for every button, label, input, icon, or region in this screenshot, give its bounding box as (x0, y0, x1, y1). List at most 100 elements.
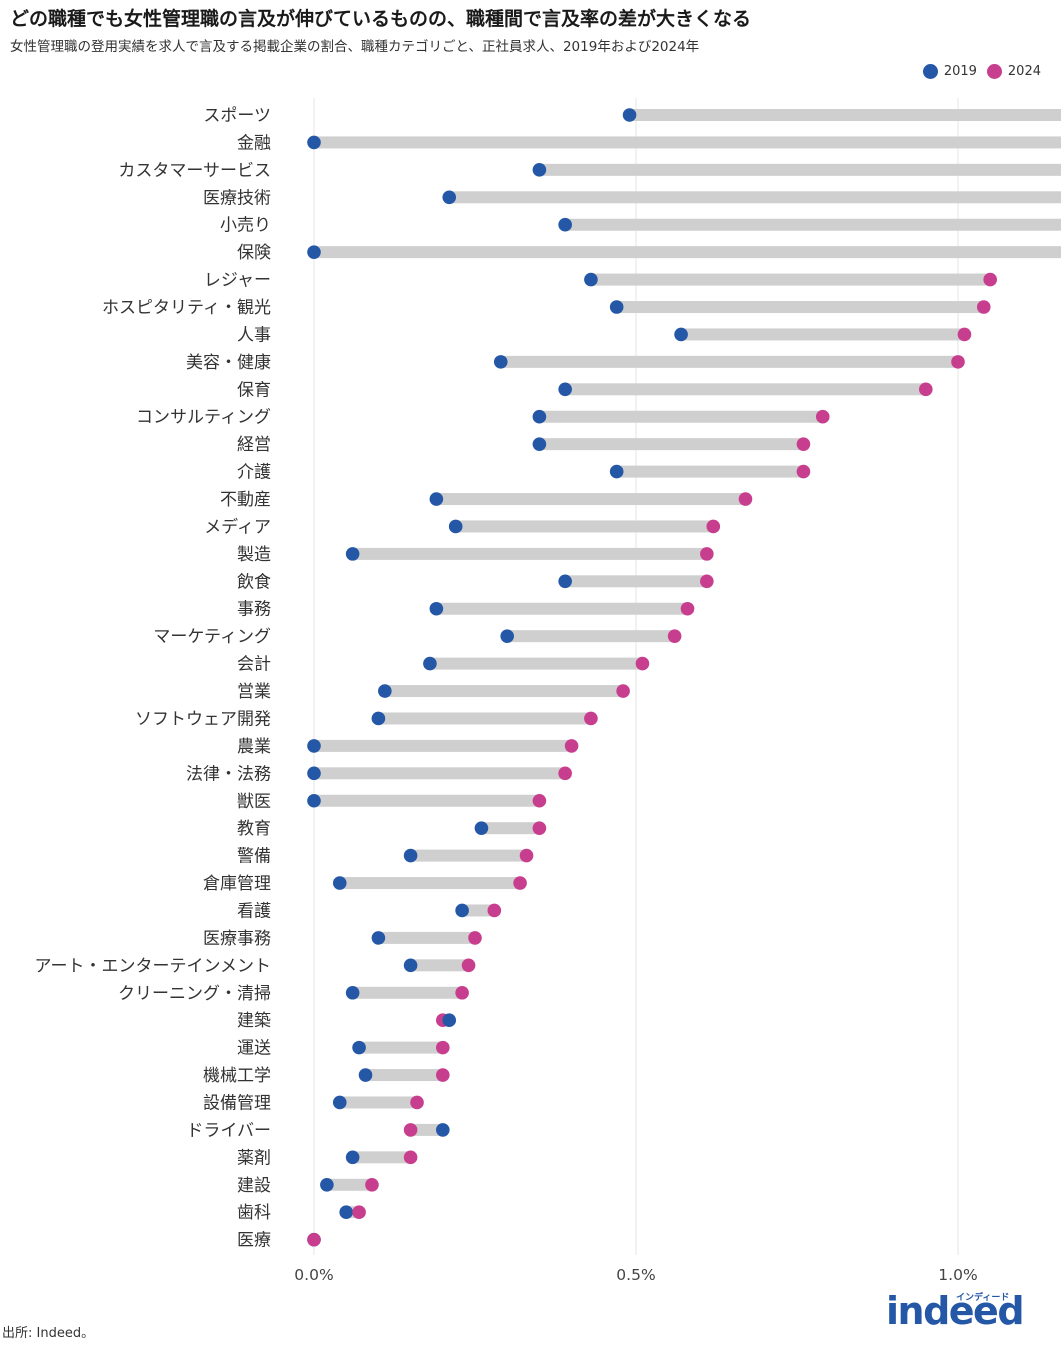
dumbbell-chart: 0.0%0.5%1.0%1.5%2.0%スポーツ金融カスタマーサービス医療技術小… (35, 98, 1061, 1284)
dot-2024 (706, 519, 721, 534)
category-label: 建築 (237, 1011, 271, 1031)
range-bar (410, 959, 469, 972)
row-18: 事務 (237, 600, 695, 620)
row-14: 不動産 (220, 490, 753, 510)
row-2: カスタマーサービス (118, 161, 1061, 181)
range-bar (339, 1096, 418, 1109)
dot-2019 (493, 355, 508, 369)
category-label: 倉庫管理 (203, 874, 271, 894)
range-bar (539, 163, 1061, 176)
dot-2019 (332, 1095, 347, 1110)
dot-2019 (674, 327, 688, 342)
category-label: 営業 (237, 682, 271, 702)
dot-2024 (700, 547, 714, 561)
legend-dot-2024 (986, 64, 1002, 79)
category-label: マーケティング (153, 627, 271, 647)
row-10: 保育 (237, 380, 933, 400)
dot-2019 (532, 437, 547, 451)
range-bar (500, 355, 958, 368)
category-label: 機械工学 (203, 1066, 271, 1086)
dot-2019 (345, 985, 360, 1000)
dot-2019 (307, 135, 321, 150)
row-16: 製造 (237, 545, 714, 565)
row-36: 設備管理 (203, 1093, 424, 1113)
dot-2024 (957, 327, 972, 342)
range-bar (616, 301, 984, 314)
dot-2024 (738, 492, 753, 506)
row-29: 看護 (237, 901, 502, 921)
row-13: 介護 (237, 463, 811, 483)
range-bar (429, 657, 643, 670)
dot-2019 (622, 108, 637, 122)
logo-wordmark: indeed (886, 1289, 1025, 1333)
dot-2024 (564, 739, 579, 753)
row-30: 医療事務 (203, 929, 482, 949)
category-label: 運送 (237, 1039, 271, 1059)
row-22: ソフトウェア開発 (135, 709, 598, 729)
category-label: メディア (204, 516, 271, 537)
row-38: 薬剤 (237, 1148, 418, 1168)
dot-2024 (532, 821, 547, 835)
range-bar (384, 685, 624, 698)
range-bar (565, 383, 926, 396)
range-bar (314, 794, 540, 807)
dot-2024 (584, 711, 598, 726)
dot-2019 (609, 464, 624, 479)
dot-2019 (345, 547, 360, 561)
dot-2024 (700, 574, 714, 589)
legend-label-2019: 2019 (943, 64, 977, 79)
dot-2019 (429, 601, 444, 616)
category-label: 不動産 (220, 490, 271, 510)
dot-2019 (429, 492, 444, 506)
legend: 2019 2024 (913, 64, 1041, 79)
category-label: 教育 (237, 819, 271, 839)
x-axis: 0.0%0.5%1.0%1.5%2.0% (294, 1266, 977, 1284)
dot-2019 (442, 190, 457, 205)
category-label: 金融 (237, 133, 271, 153)
row-23: 農業 (237, 737, 579, 757)
row-40: 歯科 (237, 1203, 366, 1223)
range-bar (339, 877, 521, 890)
range-bar (455, 520, 714, 533)
dot-2019 (307, 766, 321, 781)
dot-2019 (403, 848, 418, 863)
row-11: コンサルティング (136, 408, 830, 428)
dot-2024 (983, 272, 997, 287)
range-bar (378, 931, 475, 944)
dot-2024 (487, 903, 502, 918)
dot-2019 (371, 931, 386, 945)
dot-2019 (307, 739, 321, 753)
row-17: 飲食 (237, 572, 714, 592)
row-26: 教育 (237, 819, 547, 839)
category-label: ホスピタリティ・観光 (102, 298, 271, 318)
category-label: コンサルティング (136, 408, 271, 428)
dot-2019 (532, 163, 547, 177)
category-label: クリーニング・清掃 (118, 984, 271, 1004)
range-bar (326, 1178, 372, 1191)
dot-2019 (558, 574, 572, 589)
dot-2019 (339, 1205, 354, 1219)
range-bar (539, 410, 823, 423)
category-label: 農業 (237, 737, 271, 757)
dot-2019 (436, 1123, 450, 1137)
source-note: 出所: Indeed。 (2, 1326, 95, 1341)
category-label: 建設 (237, 1176, 271, 1196)
row-31: アート・エンターテインメント (35, 956, 476, 976)
dot-2019 (423, 656, 437, 671)
dot-2024 (365, 1177, 379, 1192)
rows: スポーツ金融カスタマーサービス医療技術小売り保険レジャーホスピタリティ・観光人事… (35, 106, 1061, 1251)
logo-kana: インディード (956, 1293, 1010, 1303)
dot-2019 (455, 903, 469, 918)
dot-2024 (815, 409, 830, 424)
range-bar (629, 109, 1061, 121)
range-bar (462, 904, 495, 917)
range-bar (590, 273, 991, 286)
x-tick-label-2: 1.0% (938, 1266, 977, 1284)
x-tick-label-1: 0.5% (616, 1266, 655, 1284)
category-label: 小売り (220, 216, 271, 236)
row-41: 医療 (237, 1231, 321, 1251)
legend-item-2024: 2024 (986, 64, 1041, 79)
range-bar (410, 1123, 443, 1136)
dot-2024 (410, 1095, 424, 1110)
row-33: 建築 (237, 1011, 457, 1031)
